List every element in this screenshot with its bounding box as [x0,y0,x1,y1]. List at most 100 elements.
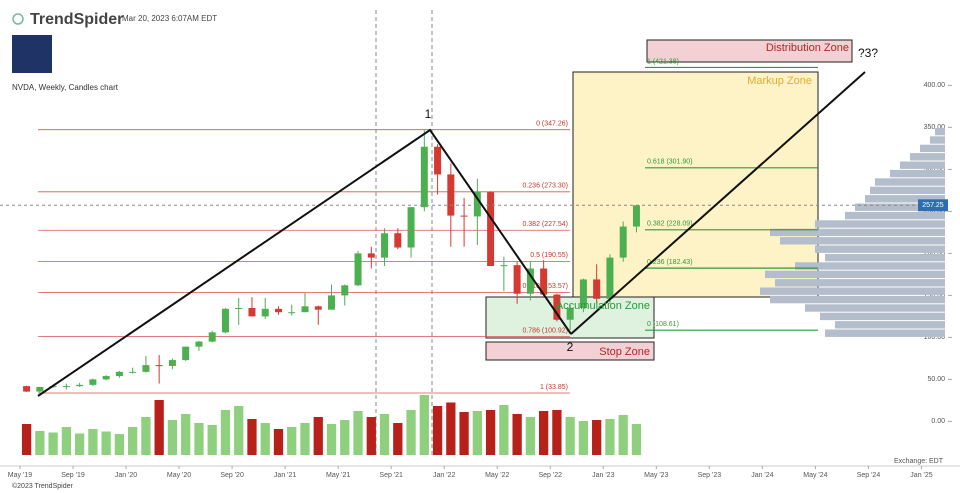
candle-body [62,386,70,388]
fib-label: 0.236 (182.43) [647,259,693,266]
volume-profile-bar [770,228,945,237]
volume-bar [340,420,350,455]
timestamp: Mar 20, 2023 6:07AM EDT [122,14,217,23]
volume-profile-bar [855,203,945,211]
volume-profile-bar [815,220,945,228]
candle-body [619,226,627,258]
logo-box [12,35,52,73]
volume-bar [565,417,575,455]
candle-body [328,295,336,310]
plot: May '19 Sep '19 Jan '20 May '20 Sep '20 Jan '… [0,58,960,479]
volume-bar [446,402,456,455]
annotations: Distribution Zone Markup Zone Accumulati… [37,42,878,397]
volume-bar [366,417,376,455]
candle-body [513,265,521,294]
volume-bar [21,424,32,455]
x-tick-label: May '23 [644,472,668,479]
candle-body [593,279,601,299]
volume-bar [207,425,217,455]
volume-bar [631,424,642,455]
volume-bar [114,434,125,455]
candle-body [487,192,495,266]
exchange: Exchange: EDT [894,458,944,465]
volume-profile-bar [910,153,945,161]
volume-bar [88,429,98,455]
x-tick-label: Sep '24 [857,472,881,479]
candle-body [420,146,428,208]
candle-body [434,146,442,175]
x-tick-label: Jan '24 [751,472,773,479]
candle-body [460,215,468,217]
candle-body [261,308,269,317]
volume-bar [260,423,270,455]
last-price-label: 257.25 [922,202,944,209]
volume-profile-bar [805,304,945,312]
markup-zone [572,71,819,298]
logo-icon [12,13,24,25]
fib-label: 0.236 (273.30) [522,183,568,190]
candle-body [155,365,163,367]
candle-body [23,386,31,392]
candle-body [76,384,84,387]
candle-body [182,346,190,361]
volume-bar [485,410,496,455]
volume-bar [379,414,390,455]
zones [485,39,853,361]
volume-profile-bar [875,178,945,186]
x-tick-label: May '21 [326,472,350,479]
volume-profile-bar [920,144,945,153]
volume-bar [48,432,58,455]
volume-profile-bar [870,186,945,195]
volume-bar [247,419,257,455]
candle-body [248,308,256,317]
volume-bar [353,411,363,455]
x-tick-label: May '20 [167,472,191,479]
candle-body [606,257,614,299]
volume-bar [220,410,231,455]
volume-profile-bar [835,321,945,329]
volume-profile-bar [770,295,945,304]
volume-profile-bar [815,245,945,253]
volume-bar [605,419,615,455]
candle-body [367,253,375,258]
x-tick-label: Sep '21 [379,472,403,479]
volume-profile-bar [760,287,945,295]
volume-bar [432,406,443,455]
volume-bar [181,414,191,455]
x-tick-label: Sep '20 [220,472,244,479]
candle-body [235,308,243,309]
zone-label: Distribution Zone [766,42,849,54]
candle-body [301,306,309,313]
volume-bar [525,417,536,455]
candle-body [36,386,44,392]
fib-label: 0.382 (227.54) [522,221,568,228]
candle-body [447,174,455,216]
volume-bar [552,410,562,455]
volume-profile-bar [820,312,945,321]
volume-profile-bar [900,161,945,169]
volume-bar [300,423,310,455]
stop-zone [485,341,655,361]
candle-body [553,294,561,320]
volume-bar [618,415,628,455]
volume-profile-bar [795,262,945,270]
volume-bar [287,427,297,455]
fib-label: 1 (33.85) [540,384,568,391]
volume-bar [459,412,469,455]
candle-body [381,233,389,258]
candle-body [102,376,110,380]
volume-bar [234,406,244,455]
volume-bar [393,423,403,455]
candle-body [115,371,123,377]
chart-label: NVDA, Weekly, Candles chart [12,83,119,92]
volume-bar [194,423,204,455]
candle-body [540,268,548,295]
x-tick-label: Jan '21 [274,472,296,479]
candle-body [89,379,97,385]
candle-body [288,312,296,314]
x-tick-label: Sep '19 [61,472,85,479]
candle-body [632,205,640,227]
volume-bar [141,417,151,455]
y-tick-label: 50.00 [927,376,945,383]
candle-body [274,308,282,313]
